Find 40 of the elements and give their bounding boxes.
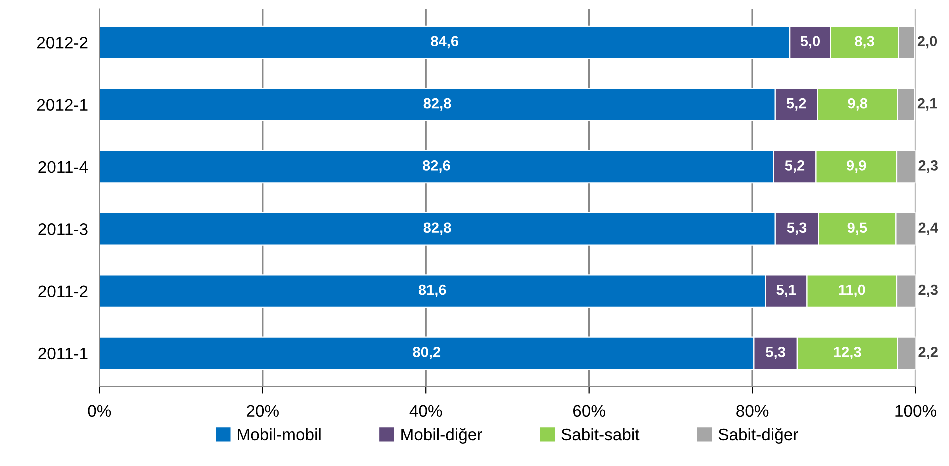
x-tick-label: 60% xyxy=(573,405,606,418)
data-label: 82,6 xyxy=(422,160,450,173)
x-tick-label: 40% xyxy=(410,405,442,418)
x-tick-label: 0% xyxy=(88,405,112,418)
x-tick-label: 100% xyxy=(896,405,937,418)
data-label: 8,3 xyxy=(855,36,874,49)
data-label: 82,8 xyxy=(424,98,452,111)
data-label: 81,6 xyxy=(418,284,446,298)
legend-label: Mobil-mobil xyxy=(238,428,321,441)
x-tick-label: 80% xyxy=(736,405,769,418)
data-label: 2,0 xyxy=(918,36,938,49)
data-label: 5,3 xyxy=(787,222,807,236)
data-label: 84,6 xyxy=(431,36,459,49)
data-label: 5,3 xyxy=(766,347,786,360)
data-label: 82,8 xyxy=(424,222,452,236)
y-tick-label: 2011-1 xyxy=(38,348,88,360)
data-label: 2,3 xyxy=(918,284,938,298)
y-tick-label: 2011-3 xyxy=(38,224,88,236)
data-label: 5,1 xyxy=(776,285,796,298)
data-label: 2,1 xyxy=(918,98,938,111)
data-label: 9,5 xyxy=(848,222,868,236)
data-label: 5,0 xyxy=(800,36,820,49)
y-tick-label: 2012-2 xyxy=(37,37,88,49)
data-label: 5,2 xyxy=(786,98,806,111)
data-label: 2,2 xyxy=(918,347,938,360)
data-label: 9,9 xyxy=(846,160,866,173)
data-label: 11,0 xyxy=(839,284,866,298)
y-tick-label: 2011-2 xyxy=(38,286,88,298)
data-label: 5,2 xyxy=(785,160,805,173)
data-label: 12,3 xyxy=(834,347,862,360)
legend-label: Mobil-diğer xyxy=(402,428,482,444)
data-label: 80,2 xyxy=(413,347,441,360)
data-label: 2,4 xyxy=(918,222,938,236)
legend-label: Sabit-sabit xyxy=(562,428,640,441)
data-label: 2,3 xyxy=(918,160,938,173)
y-tick-label: 2011-4 xyxy=(38,161,88,174)
legend-label: Sabit-diğer xyxy=(718,428,798,444)
data-label: 9,8 xyxy=(848,98,868,111)
x-tick-label: 20% xyxy=(247,405,279,418)
y-tick-label: 2012-1 xyxy=(37,99,88,112)
